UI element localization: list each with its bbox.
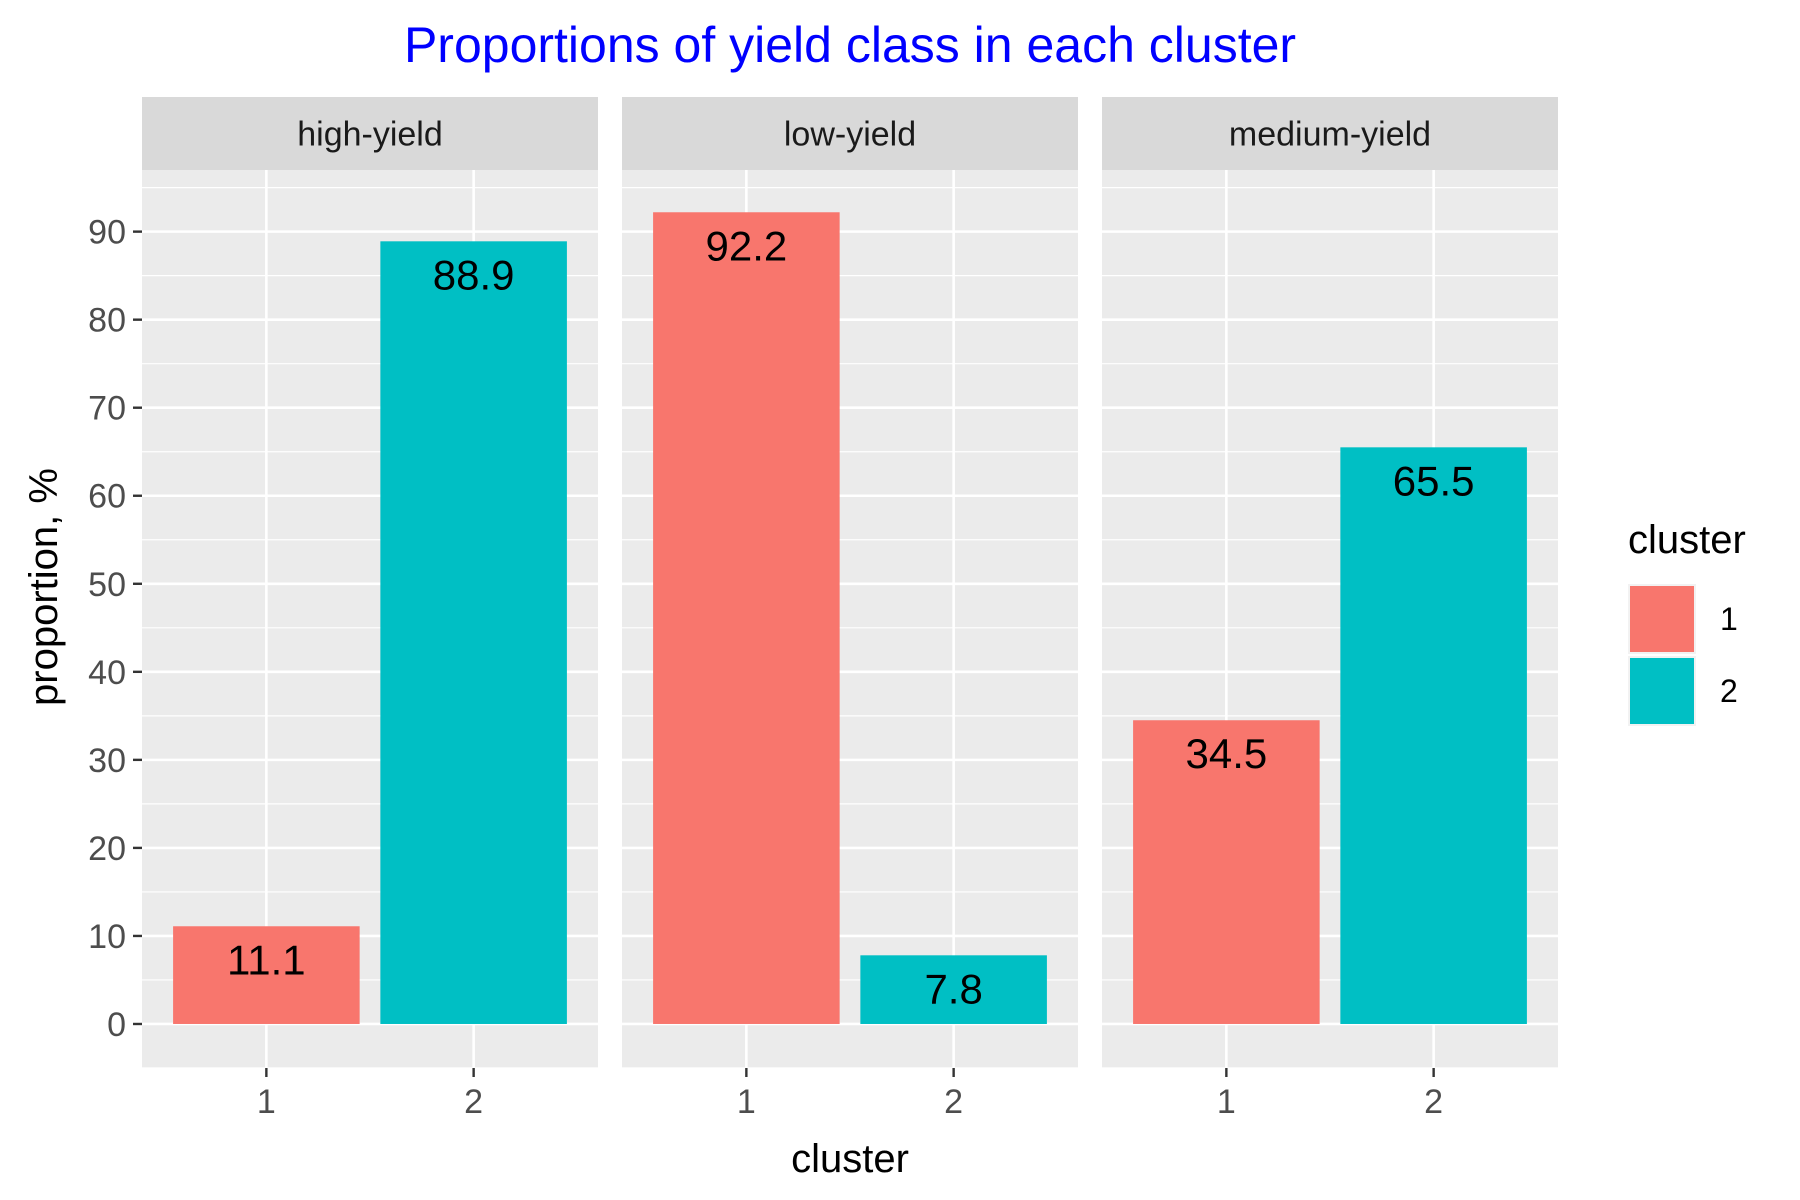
y-tick-label: 80	[88, 302, 126, 340]
chart-title: Proportions of yield class in each clust…	[404, 17, 1296, 73]
bar-high-yield-cluster-1	[173, 926, 360, 1024]
legend-label: 2	[1720, 673, 1738, 709]
bar-medium-yield-cluster-1	[1133, 720, 1320, 1024]
bar-low-yield-cluster-1	[653, 212, 840, 1024]
facet-strip	[1102, 97, 1558, 170]
x-axis-title: cluster	[791, 1137, 909, 1181]
y-tick-label: 60	[88, 478, 126, 516]
bar-high-yield-cluster-2	[380, 241, 567, 1024]
facet-strip	[142, 97, 598, 170]
x-tick-label: 1	[1217, 1083, 1236, 1121]
x-tick-label: 1	[737, 1083, 756, 1121]
data-label: 88.9	[433, 251, 515, 298]
x-tick-label: 2	[944, 1083, 963, 1121]
data-label: 65.5	[1393, 457, 1475, 504]
facet-panel-high-yield: high-yield 11.1 1 88.9 2	[142, 97, 598, 1121]
bar-medium-yield-cluster-2	[1340, 447, 1527, 1024]
y-tick-label: 10	[88, 918, 126, 956]
legend-swatch-1	[1630, 586, 1694, 652]
facet-strip	[622, 97, 1078, 170]
y-tick-label: 40	[88, 654, 126, 692]
y-tick-label: 90	[88, 214, 126, 252]
y-tick-label: 0	[107, 1006, 126, 1044]
x-tick-label: 2	[1424, 1083, 1443, 1121]
y-axis: 0 10 20 30 40 50 60 70 80 90	[88, 214, 142, 1044]
facet-panel-low-yield: low-yield 92.2 1 7.8 2	[622, 97, 1078, 1121]
facet-panel-medium-yield: medium-yield 34.5 1 65.5 2	[1102, 97, 1558, 1121]
y-tick-label: 20	[88, 830, 126, 868]
facet-strip-label: high-yield	[297, 116, 443, 154]
bar-low-yield-cluster-2	[860, 955, 1047, 1024]
legend-swatch-2	[1630, 658, 1694, 724]
x-tick-label: 2	[464, 1083, 483, 1121]
data-label: 7.8	[924, 965, 982, 1012]
y-tick-label: 70	[88, 390, 126, 428]
y-tick-label: 30	[88, 742, 126, 780]
y-axis-title: proportion, %	[22, 468, 66, 706]
legend-title: cluster	[1628, 518, 1746, 562]
data-label: 92.2	[705, 222, 787, 269]
facet-panels: high-yield11.1188.92low-yield92.217.82me…	[142, 97, 1558, 1121]
facet-strip-label: medium-yield	[1229, 116, 1431, 154]
facet-strip-label: low-yield	[784, 116, 916, 154]
data-label: 11.1	[227, 936, 306, 983]
legend: cluster 1 2	[1628, 518, 1746, 726]
y-tick-label: 50	[88, 566, 126, 604]
data-label: 34.5	[1185, 730, 1267, 777]
x-tick-label: 1	[257, 1083, 276, 1121]
legend-label: 1	[1720, 601, 1738, 637]
